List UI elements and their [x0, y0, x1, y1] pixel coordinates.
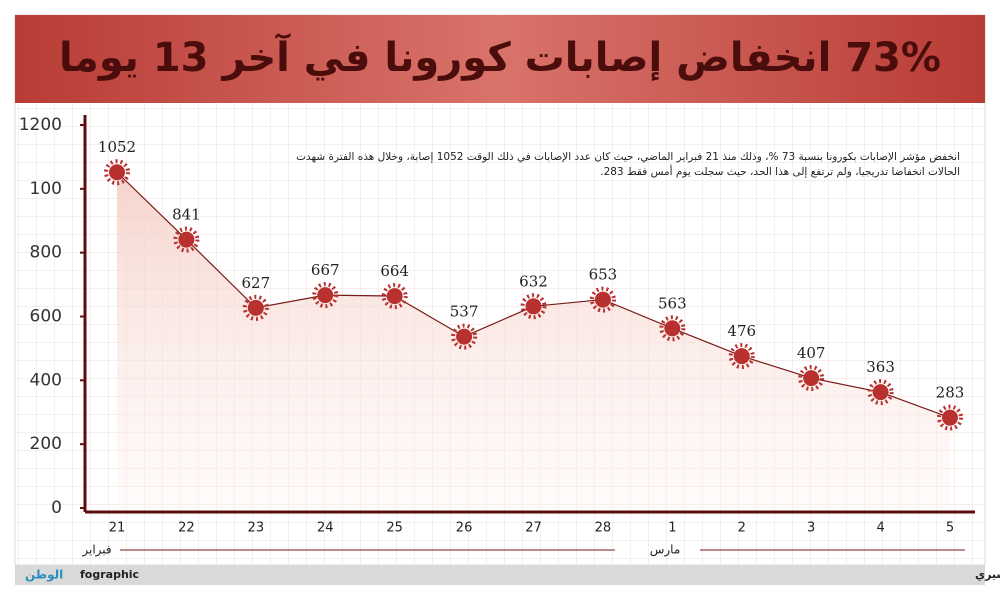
value-label: 1052 [98, 138, 136, 156]
value-label: 476 [727, 322, 756, 340]
value-label: 841 [172, 206, 201, 224]
x-tick-label: 1 [668, 521, 676, 536]
point [728, 343, 755, 370]
x-tick-label: 21 [109, 521, 126, 536]
month-label: فبراير [81, 543, 111, 558]
value-label: 283 [936, 384, 965, 402]
y-tick-label: 600 [30, 307, 62, 327]
x-tick-label: 22 [178, 521, 195, 536]
value-label: 632 [519, 272, 548, 290]
value-label: 563 [658, 294, 687, 312]
value-label: 653 [589, 266, 618, 284]
point [937, 404, 963, 431]
point [659, 315, 686, 342]
area [117, 172, 950, 508]
title-band [15, 15, 985, 103]
point [242, 294, 269, 321]
point-core [942, 409, 958, 426]
point [173, 226, 200, 253]
chart-title: 73% انخفاض إصابات كورونا في آخر 13 يوما [59, 32, 941, 81]
value-label: 667 [311, 261, 340, 279]
x-tick-label: 4 [876, 521, 884, 536]
point-core [664, 320, 681, 337]
point-core [872, 384, 889, 401]
value-label: 407 [797, 344, 826, 362]
footer [15, 565, 985, 585]
x-tick-label: 3 [807, 521, 815, 536]
point [104, 159, 130, 186]
x-tick-label: 24 [317, 521, 334, 536]
x-tick-label: 27 [525, 521, 542, 536]
point-core [456, 328, 473, 345]
description: انخفض مؤشر الإصابات بكورونا بنسبة 73 %، … [296, 151, 960, 178]
point [520, 293, 547, 320]
point [312, 282, 339, 309]
x-tick-label: 2 [738, 521, 746, 536]
y-tick-label: 200 [30, 434, 62, 454]
value-label: 627 [242, 274, 271, 292]
point [589, 286, 616, 313]
point [381, 283, 408, 310]
x-tick-label: 23 [248, 521, 265, 536]
point-core [803, 370, 820, 387]
value-label: 664 [380, 262, 409, 280]
point-core [317, 287, 334, 304]
point [867, 379, 894, 406]
point-core [594, 291, 611, 308]
y-tick-label: 1200 [19, 115, 62, 135]
point-core [733, 348, 750, 365]
y-tick-label: 800 [30, 243, 62, 263]
point [451, 323, 478, 350]
value-label: 363 [866, 358, 895, 376]
credit: أبها: بتول عسيري [975, 567, 1000, 581]
value-label: 537 [450, 303, 479, 321]
brand: fographic [80, 568, 139, 581]
x-tick-label: 26 [456, 521, 473, 536]
point-core [525, 298, 542, 315]
x-tick-label: 28 [595, 521, 612, 536]
y-tick-label: 0 [51, 498, 62, 518]
logo: الوطن [25, 568, 63, 583]
x-tick-label: 5 [946, 521, 954, 536]
x-tick-label: 25 [386, 521, 403, 536]
y-tick-label: 400 [30, 370, 62, 390]
y-tick-label: 100 [30, 179, 62, 199]
point-core [109, 164, 125, 181]
point [798, 365, 825, 392]
point-core [386, 288, 403, 305]
month-label: مارس [650, 543, 681, 558]
point-core [247, 299, 264, 316]
point-core [178, 231, 195, 248]
